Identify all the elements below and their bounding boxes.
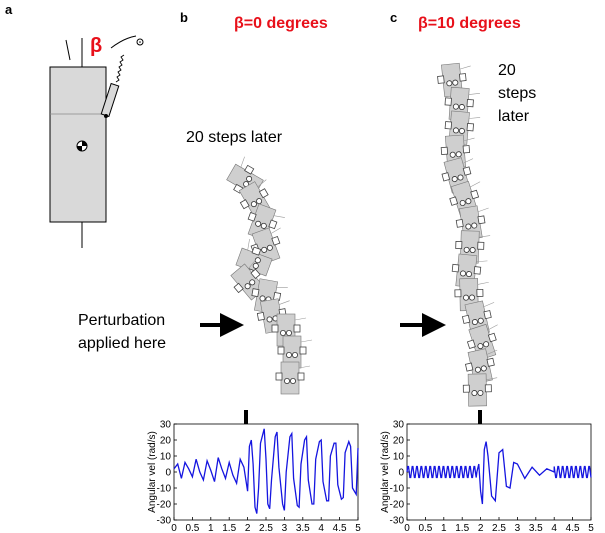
panel-b-letter: b [180, 10, 188, 25]
panel-a: a β [5, 2, 144, 248]
steps-later-label: 20 steps later [186, 129, 283, 146]
robot-footprint [247, 203, 285, 241]
robot-footprint [277, 335, 313, 369]
panel-b: b β=0 degrees 20 steps later Perturbatio… [78, 10, 361, 533]
robot-footprint [462, 373, 498, 407]
panel-c-letter: c [390, 10, 397, 25]
steps-later-line1: 20 [498, 62, 516, 79]
perturbation-label-line1: Perturbation [78, 312, 165, 329]
panel-a-letter: a [5, 2, 13, 17]
robot-footprint-trail [226, 156, 313, 395]
panel-b-title: β=0 degrees [234, 15, 328, 32]
y-tick-label: 30 [160, 420, 172, 431]
y-tick-label: -10 [157, 484, 172, 495]
x-tick-label: 4.5 [566, 523, 580, 533]
y-tick-label: -30 [157, 516, 172, 527]
y-tick-label: 20 [160, 436, 172, 447]
center-of-mass-icon [76, 140, 88, 152]
angular-velocity-chart-c: 0 0.5 1 1.5 2 2.5 3 3.5 4 4.5 5 30 20 10 0 -10 -20 -30 Ang… [380, 420, 594, 533]
y-tick-label: 10 [160, 452, 172, 463]
y-tick-label: 10 [393, 452, 405, 463]
steps-later-line3: later [498, 108, 530, 125]
x-tick-label: 4 [551, 523, 557, 533]
x-tick-label: 0.5 [418, 523, 432, 533]
x-tick-label: 3 [515, 523, 521, 533]
tilt-reference-line [65, 39, 71, 61]
x-tick-label: 5 [588, 523, 594, 533]
x-tick-label: 0.5 [185, 523, 199, 533]
y-tick-label: 0 [165, 468, 171, 479]
x-tick-label: 1 [208, 523, 214, 533]
x-tick-label: 2 [245, 523, 251, 533]
y-tick-label: -10 [390, 484, 405, 495]
x-tick-label: 0 [404, 523, 410, 533]
y-tick-label: 0 [398, 468, 404, 479]
angular-velocity-chart-b: 0 0.5 1 1.5 2 2.5 3 3.5 4 4.5 5 30 20 10 0 -10 -20 -30 Ang… [147, 420, 361, 533]
perturbation-label-line2: applied here [78, 335, 166, 352]
leg-actuator [100, 38, 144, 118]
steps-later-line2: steps [498, 85, 536, 102]
x-tick-label: 4 [318, 523, 324, 533]
x-tick-label: 0 [171, 523, 177, 533]
y-tick-label: 30 [393, 420, 405, 431]
robot-footprint [271, 313, 307, 347]
beta-symbol: β [90, 35, 102, 57]
x-tick-label: 1 [441, 523, 447, 533]
y-axis-label: Angular vel (rad/s) [147, 431, 158, 513]
y-axis-label: Angular vel (rad/s) [380, 431, 391, 513]
x-tick-label: 5 [355, 523, 361, 533]
x-tick-label: 3.5 [296, 523, 310, 533]
x-tick-label: 1.5 [455, 523, 469, 533]
y-tick-label: -20 [157, 500, 172, 511]
x-tick-label: 3 [282, 523, 288, 533]
x-tick-label: 2.5 [259, 523, 273, 533]
y-tick-label: -20 [390, 500, 405, 511]
robot-footprint [275, 361, 311, 395]
angular-velocity-series-line [406, 441, 592, 505]
x-tick-label: 2.5 [492, 523, 506, 533]
x-tick-label: 3.5 [529, 523, 543, 533]
panel-c: c β=10 degrees 20 steps later 0 0.5 1 1.5 2 2… [380, 10, 594, 533]
angular-velocity-series-line [173, 428, 359, 514]
x-tick-label: 4.5 [333, 523, 347, 533]
x-tick-label: 2 [478, 523, 484, 533]
y-tick-label: -30 [390, 516, 405, 527]
robot-footprint-trail-c [437, 62, 498, 407]
robot-footprint [466, 323, 498, 361]
x-tick-label: 1.5 [222, 523, 236, 533]
y-tick-label: 20 [393, 436, 405, 447]
angle-arc [110, 35, 137, 49]
panel-c-title: β=10 degrees [418, 15, 521, 32]
